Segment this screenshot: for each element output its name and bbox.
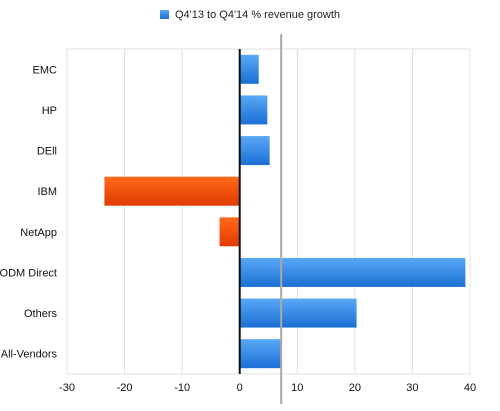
- bar: [239, 136, 270, 166]
- bars: [104, 54, 466, 369]
- category-label: NetApp: [20, 227, 57, 239]
- category-label: IBM: [37, 186, 57, 198]
- legend: Q4'13 to Q4'14 % revenue growth: [0, 9, 500, 21]
- x-tick-label: 20: [349, 382, 361, 394]
- bar: [219, 217, 240, 247]
- category-label: HP: [42, 105, 57, 117]
- x-tick-label: -20: [117, 382, 133, 394]
- x-tick-label: 0: [237, 382, 243, 394]
- bar: [239, 339, 282, 369]
- category-label: ODM Direct: [0, 267, 57, 279]
- bar: [239, 54, 259, 84]
- bar: [239, 257, 466, 287]
- plot-frame: [66, 48, 471, 375]
- category-label: EMC: [33, 64, 58, 76]
- category-label: Others: [24, 308, 58, 320]
- bar: [104, 176, 240, 206]
- category-label: All-Vendors: [1, 349, 58, 361]
- x-tick-label: -30: [59, 382, 75, 394]
- x-tick-label: 30: [406, 382, 418, 394]
- gridlines: [66, 48, 471, 375]
- legend-swatch: [159, 10, 169, 19]
- x-tick-label: 40: [464, 382, 476, 394]
- category-label: DEll: [37, 146, 57, 158]
- bar: [239, 95, 268, 125]
- x-tick-label: 10: [291, 382, 303, 394]
- legend-label: Q4'13 to Q4'14 % revenue growth: [174, 9, 341, 21]
- axes: [238, 34, 283, 404]
- x-tick-label: -10: [174, 382, 190, 394]
- bar: [239, 298, 357, 328]
- tick-labels: -30 -20 -10 0 10 20 30 40: [59, 382, 476, 394]
- category-labels: EMC HP DEll IBM NetApp ODM Direct Others All-Ve…: [0, 64, 57, 360]
